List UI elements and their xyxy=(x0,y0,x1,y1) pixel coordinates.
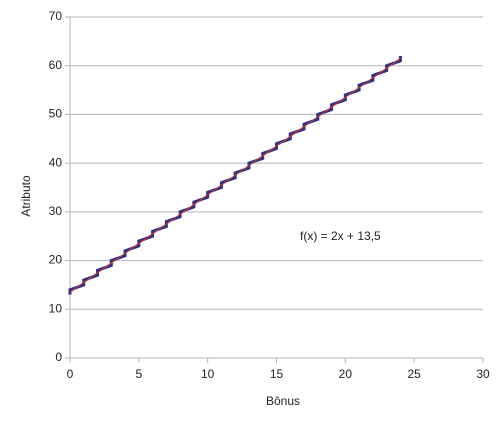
series-line xyxy=(69,57,401,293)
x-tick-label: 10 xyxy=(201,367,215,381)
y-tick-label: 50 xyxy=(49,107,63,121)
x-tick-label: 5 xyxy=(135,367,142,381)
x-tick-label: 0 xyxy=(67,367,74,381)
x-tick-label: 25 xyxy=(407,367,421,381)
x-axis-label: Bônus xyxy=(266,394,300,408)
y-tick-label: 30 xyxy=(49,204,63,218)
y-tick-label: 60 xyxy=(49,58,63,72)
x-tick-label: 15 xyxy=(270,367,284,381)
annotation: f(x) = 2x + 13,5 xyxy=(300,229,381,243)
y-tick-label: 70 xyxy=(49,9,63,23)
y-tick-label: 0 xyxy=(55,350,62,364)
y-axis-label: Atributo xyxy=(19,175,33,217)
y-tick-label: 40 xyxy=(49,155,63,169)
y-tick-label: 20 xyxy=(49,253,63,267)
y-tick-label: 10 xyxy=(49,301,63,315)
x-tick-label: 30 xyxy=(476,367,490,381)
x-tick-label: 20 xyxy=(339,367,353,381)
